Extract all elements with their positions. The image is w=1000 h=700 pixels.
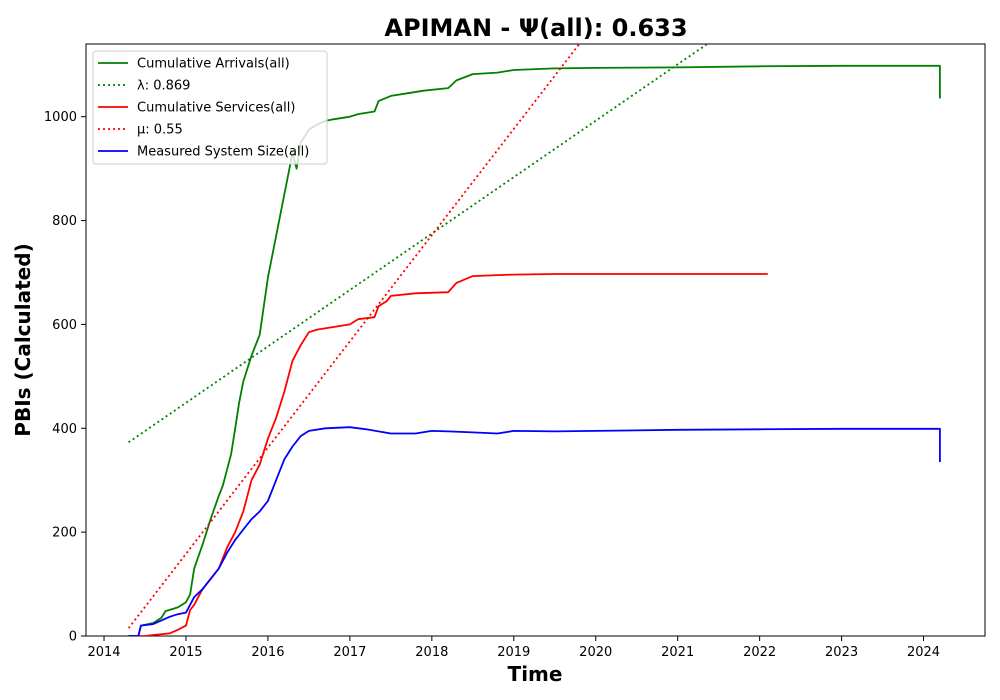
x-tick-label: 2015 — [169, 645, 202, 660]
chart-title: APIMAN - Ψ(all): 0.633 — [384, 14, 687, 42]
legend-label-0: Cumulative Arrivals(all) — [137, 57, 290, 72]
x-tick-label: 2022 — [743, 645, 776, 660]
series-line-4 — [128, 426, 941, 636]
legend-label-2: Cumulative Services(all) — [137, 101, 295, 116]
x-tick-label: 2017 — [333, 645, 366, 660]
x-tick-label: 2021 — [661, 645, 694, 660]
series-line-0 — [128, 64, 941, 636]
series-layer — [127, 44, 941, 636]
x-axis-label: Time — [508, 662, 563, 686]
y-tick-label: 1000 — [44, 110, 77, 125]
y-tick-label: 200 — [52, 526, 77, 541]
legend-label-1: λ: 0.869 — [137, 79, 190, 94]
y-tick-label: 600 — [52, 318, 77, 333]
x-tick-label: 2024 — [907, 645, 940, 660]
legend-label-4: Measured System Size(all) — [137, 145, 309, 160]
x-tick-label: 2018 — [415, 645, 448, 660]
y-tick-label: 800 — [52, 214, 77, 229]
y-axis-label: PBIs (Calculated) — [11, 243, 35, 436]
y-tick-label: 0 — [69, 630, 77, 645]
x-tick-label: 2023 — [825, 645, 858, 660]
series-line-1 — [128, 44, 708, 444]
x-tick-label: 2020 — [579, 645, 612, 660]
x-tick-label: 2014 — [87, 645, 120, 660]
legend: Cumulative Arrivals(all) λ: 0.869 Cumulati… — [92, 50, 328, 165]
y-tick-label: 400 — [52, 422, 77, 437]
x-tick-label: 2019 — [497, 645, 530, 660]
legend-box — [92, 50, 328, 165]
x-tick-label: 2016 — [251, 645, 284, 660]
y-axis-ticks: 0 200 400 600 800 1000 — [44, 110, 86, 645]
series-line-2 — [128, 273, 768, 636]
legend-label-3: μ: 0.55 — [137, 123, 183, 138]
plot-frame — [85, 43, 986, 637]
x-axis-ticks: 2014 2015 2016 2017 2018 2019 2020 2021 2022 2023… — [87, 636, 940, 660]
